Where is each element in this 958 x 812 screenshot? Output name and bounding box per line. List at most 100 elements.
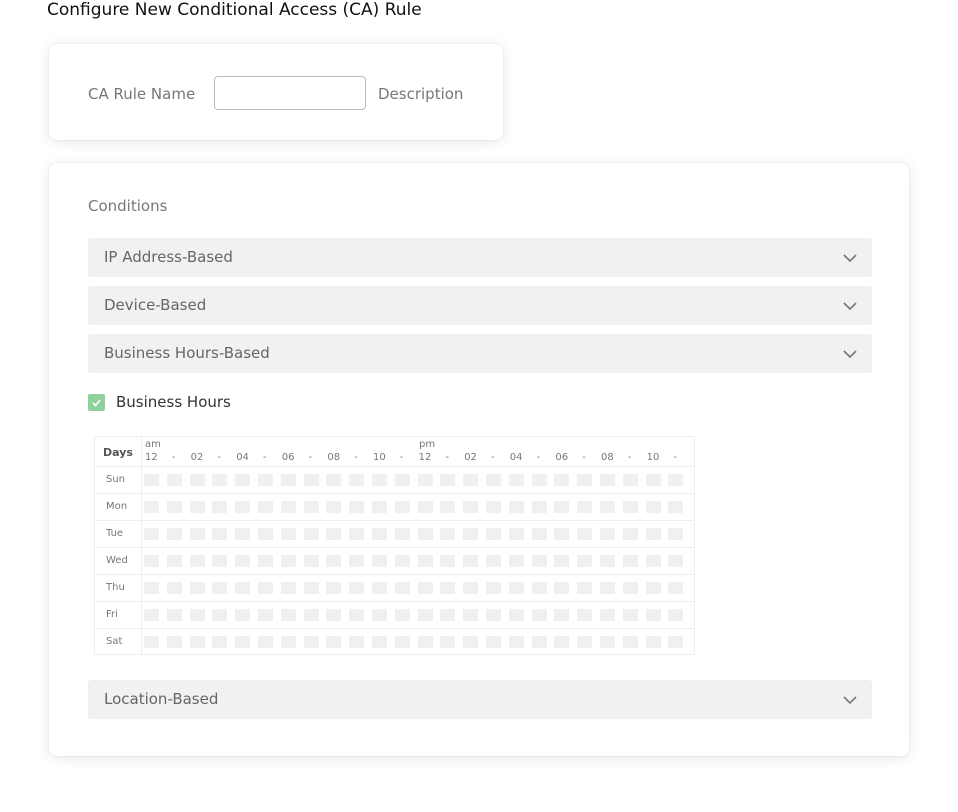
business-hours-checkbox[interactable]	[88, 394, 105, 411]
hour-cell-mon-7[interactable]	[303, 501, 319, 513]
condition-section-ip-address-based[interactable]: IP Address-Based	[88, 238, 872, 277]
chevron-down-icon[interactable]	[842, 692, 858, 712]
hour-cell-thu-6[interactable]	[280, 582, 296, 594]
hour-cell-wed-20[interactable]	[600, 555, 615, 567]
hour-cell-fri-8[interactable]	[326, 609, 342, 621]
hour-cell-thu-9[interactable]	[349, 582, 365, 594]
chevron-down-icon[interactable]	[842, 346, 858, 366]
hour-cell-mon-2[interactable]	[189, 501, 205, 513]
hour-cell-thu-19[interactable]	[577, 582, 593, 594]
hour-cell-thu-8[interactable]	[326, 582, 342, 594]
hour-cell-tue-5[interactable]	[258, 528, 273, 540]
hour-cell-wed-8[interactable]	[326, 555, 342, 567]
hour-cell-tue-16[interactable]	[508, 528, 524, 540]
hour-cell-thu-18[interactable]	[554, 582, 570, 594]
condition-section-location-based[interactable]: Location-Based	[88, 680, 872, 719]
hour-cell-wed-23[interactable]	[668, 555, 684, 567]
hour-cell-tue-23[interactable]	[668, 528, 684, 540]
hour-cell-fri-10[interactable]	[372, 609, 387, 621]
hour-cell-tue-6[interactable]	[280, 528, 296, 540]
hour-cell-sat-18[interactable]	[554, 636, 570, 648]
hour-cell-sat-9[interactable]	[349, 636, 365, 648]
hour-cell-tue-21[interactable]	[622, 528, 638, 540]
hour-cell-fri-2[interactable]	[189, 609, 205, 621]
hour-cell-sun-4[interactable]	[235, 474, 251, 486]
hour-cell-tue-22[interactable]	[645, 528, 661, 540]
hour-cell-mon-5[interactable]	[258, 501, 273, 513]
hour-cell-wed-17[interactable]	[531, 555, 547, 567]
hour-cell-wed-1[interactable]	[166, 555, 182, 567]
hour-cell-sun-8[interactable]	[326, 474, 342, 486]
hour-cell-tue-20[interactable]	[600, 528, 615, 540]
hour-cell-mon-11[interactable]	[394, 501, 410, 513]
hour-cell-thu-2[interactable]	[189, 582, 205, 594]
hour-cell-fri-22[interactable]	[645, 609, 661, 621]
hour-cell-wed-14[interactable]	[463, 555, 479, 567]
hour-cell-mon-16[interactable]	[508, 501, 524, 513]
hour-cell-thu-4[interactable]	[235, 582, 251, 594]
hour-cell-sat-11[interactable]	[394, 636, 410, 648]
hour-cell-thu-12[interactable]	[417, 582, 433, 594]
hour-cell-wed-15[interactable]	[486, 555, 501, 567]
hour-cell-wed-5[interactable]	[258, 555, 273, 567]
hour-cell-mon-19[interactable]	[577, 501, 593, 513]
hour-cell-thu-17[interactable]	[531, 582, 547, 594]
hour-cell-sat-15[interactable]	[486, 636, 501, 648]
hour-cell-mon-21[interactable]	[622, 501, 638, 513]
hour-cell-wed-21[interactable]	[622, 555, 638, 567]
hour-cell-wed-0[interactable]	[144, 555, 159, 567]
hour-cell-fri-23[interactable]	[668, 609, 684, 621]
hour-cell-sat-7[interactable]	[303, 636, 319, 648]
hour-cell-wed-4[interactable]	[235, 555, 251, 567]
hour-cell-wed-3[interactable]	[212, 555, 228, 567]
hour-cell-fri-11[interactable]	[394, 609, 410, 621]
hour-cell-tue-0[interactable]	[144, 528, 159, 540]
hour-cell-mon-10[interactable]	[372, 501, 387, 513]
hour-cell-wed-16[interactable]	[508, 555, 524, 567]
hour-cell-tue-18[interactable]	[554, 528, 570, 540]
hour-cell-sat-3[interactable]	[212, 636, 228, 648]
hour-cell-mon-12[interactable]	[417, 501, 433, 513]
hour-cell-fri-3[interactable]	[212, 609, 228, 621]
hour-cell-mon-4[interactable]	[235, 501, 251, 513]
hour-cell-fri-20[interactable]	[600, 609, 615, 621]
hour-cell-mon-14[interactable]	[463, 501, 479, 513]
hour-cell-sun-13[interactable]	[440, 474, 456, 486]
hour-cell-mon-18[interactable]	[554, 501, 570, 513]
hour-cell-tue-4[interactable]	[235, 528, 251, 540]
hour-cell-fri-13[interactable]	[440, 609, 456, 621]
hour-cell-wed-13[interactable]	[440, 555, 456, 567]
hour-cell-sat-2[interactable]	[189, 636, 205, 648]
hour-cell-fri-12[interactable]	[417, 609, 433, 621]
hour-cell-thu-0[interactable]	[144, 582, 159, 594]
hour-cell-thu-5[interactable]	[258, 582, 273, 594]
hour-cell-tue-2[interactable]	[189, 528, 205, 540]
hour-cell-sat-22[interactable]	[645, 636, 661, 648]
hour-cell-thu-3[interactable]	[212, 582, 228, 594]
hour-cell-fri-1[interactable]	[166, 609, 182, 621]
hour-cell-thu-16[interactable]	[508, 582, 524, 594]
hour-cell-sun-18[interactable]	[554, 474, 570, 486]
hour-cell-fri-21[interactable]	[622, 609, 638, 621]
hour-cell-sat-14[interactable]	[463, 636, 479, 648]
hour-cell-sat-6[interactable]	[280, 636, 296, 648]
hour-cell-sat-8[interactable]	[326, 636, 342, 648]
hour-cell-sun-1[interactable]	[166, 474, 182, 486]
hour-cell-sat-20[interactable]	[600, 636, 615, 648]
hour-cell-mon-6[interactable]	[280, 501, 296, 513]
hour-cell-tue-17[interactable]	[531, 528, 547, 540]
hour-cell-sat-19[interactable]	[577, 636, 593, 648]
hour-cell-fri-16[interactable]	[508, 609, 524, 621]
hour-cell-thu-21[interactable]	[622, 582, 638, 594]
hour-cell-mon-15[interactable]	[486, 501, 501, 513]
hour-cell-mon-22[interactable]	[645, 501, 661, 513]
condition-section-device-based[interactable]: Device-Based	[88, 286, 872, 325]
hour-cell-fri-18[interactable]	[554, 609, 570, 621]
hour-cell-sun-3[interactable]	[212, 474, 228, 486]
chevron-down-icon[interactable]	[842, 298, 858, 318]
hour-cell-tue-9[interactable]	[349, 528, 365, 540]
hour-cell-mon-20[interactable]	[600, 501, 615, 513]
hour-cell-sun-7[interactable]	[303, 474, 319, 486]
hour-cell-mon-17[interactable]	[531, 501, 547, 513]
hour-cell-thu-14[interactable]	[463, 582, 479, 594]
